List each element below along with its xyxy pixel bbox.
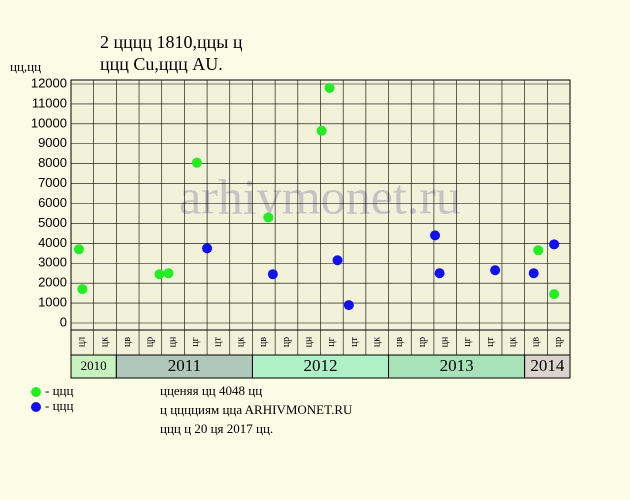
point xyxy=(267,269,278,280)
point xyxy=(202,243,213,254)
y-axis-label: цц,цц xyxy=(10,59,41,74)
x-tick-label: цг xyxy=(462,337,473,346)
x-tick-label: цк xyxy=(372,337,383,347)
x-tick-label: цн xyxy=(167,336,178,347)
x-tick-label: цл xyxy=(77,337,88,347)
point xyxy=(77,284,88,295)
point xyxy=(490,265,501,276)
x-tick-label: цт xyxy=(213,337,224,347)
x-tick-label: цр xyxy=(145,337,156,347)
x-tick-label: цк xyxy=(508,337,519,347)
year-cell xyxy=(524,354,571,379)
year-label: 2014 xyxy=(530,356,565,375)
y-tick-label: 8000 xyxy=(38,155,67,170)
legend-marker xyxy=(31,387,41,397)
point xyxy=(73,244,84,255)
y-tick-label: 0 xyxy=(60,314,67,329)
point xyxy=(191,157,202,168)
x-tick-label: цк xyxy=(99,337,110,347)
point xyxy=(533,245,544,256)
point xyxy=(434,268,445,279)
x-tick-label: цн xyxy=(440,336,451,347)
x-tick-label: цг xyxy=(190,337,201,346)
point xyxy=(430,230,441,241)
point xyxy=(549,289,560,300)
point xyxy=(263,212,274,223)
x-tick-label: цг xyxy=(326,337,337,346)
x-tick-label: цр xyxy=(553,337,564,347)
y-tick-label: 7000 xyxy=(38,175,67,190)
y-tick-label: 10000 xyxy=(31,115,67,130)
point xyxy=(549,239,560,250)
note: ццц ц 20 ця 2017 цц. xyxy=(160,421,273,436)
legend-marker xyxy=(31,402,41,412)
note: цценяя цц 4048 цц xyxy=(160,383,262,398)
point xyxy=(163,268,174,279)
x-tick-label: цт xyxy=(349,337,360,347)
chart-title: 2 цццц 1810,ццы ц xyxy=(100,32,243,52)
x-tick-label: цв xyxy=(530,337,541,347)
y-tick-label: 9000 xyxy=(38,135,67,150)
y-tick-label: 4000 xyxy=(38,235,67,250)
y-tick-label: 1000 xyxy=(38,295,67,310)
year-label: 2013 xyxy=(440,356,474,375)
point xyxy=(154,269,165,280)
legend-label: - ццц xyxy=(45,398,73,413)
year-label: 2011 xyxy=(168,356,201,375)
note: ц цццциям ццa ARHIVMONET.RU xyxy=(160,402,353,417)
watermark: arhivmonet.ru xyxy=(179,168,461,224)
x-tick-label: цв xyxy=(258,337,269,347)
x-tick-label: цв xyxy=(394,337,405,347)
point xyxy=(332,255,343,266)
y-tick-label: 2000 xyxy=(38,275,67,290)
y-tick-label: 3000 xyxy=(38,255,67,270)
x-tick-label: цн xyxy=(303,336,314,347)
year-label: 2012 xyxy=(304,356,338,375)
x-tick-label: цр xyxy=(281,337,292,347)
year-label: 2010 xyxy=(81,358,107,373)
y-tick-label: 6000 xyxy=(38,195,67,210)
x-tick-label: цв xyxy=(122,337,133,347)
chart-subtitle: ццц Cu,ццц AU. xyxy=(100,54,223,74)
x-tick-label: цк xyxy=(235,337,246,347)
point xyxy=(528,268,539,279)
y-tick-label: 11000 xyxy=(32,95,67,110)
x-tick-label: цт xyxy=(485,337,496,347)
legend-label: - ццц xyxy=(45,383,73,398)
x-tick-label: цр xyxy=(417,337,428,347)
point xyxy=(324,82,335,93)
y-tick-label: 12000 xyxy=(31,75,67,90)
y-tick-label: 5000 xyxy=(38,215,67,230)
point xyxy=(316,125,327,136)
point xyxy=(343,300,354,311)
